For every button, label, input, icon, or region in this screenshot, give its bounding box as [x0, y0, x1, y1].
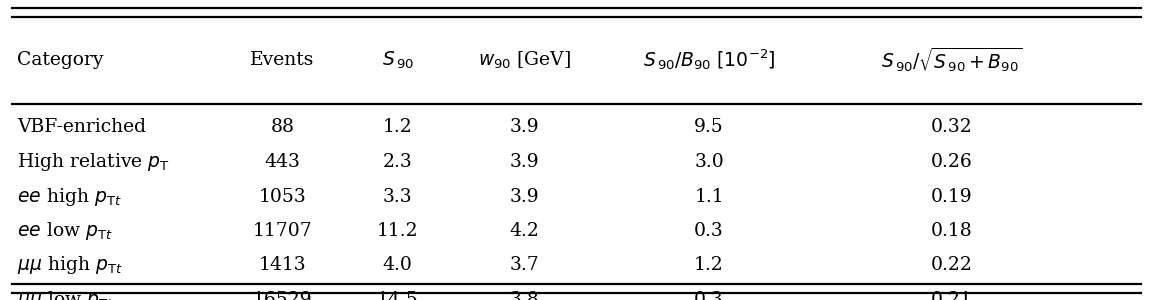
Text: 0.18: 0.18: [930, 222, 972, 240]
Text: 0.26: 0.26: [930, 153, 972, 171]
Text: 4.2: 4.2: [510, 222, 540, 240]
Text: 0.3: 0.3: [694, 291, 724, 300]
Text: Events: Events: [250, 51, 315, 69]
Text: 0.21: 0.21: [930, 291, 972, 300]
Text: $S_{\,90}/B_{90}$ $[10^{-2}]$: $S_{\,90}/B_{90}$ $[10^{-2}]$: [642, 48, 776, 72]
Text: 0.3: 0.3: [694, 222, 724, 240]
Text: 1.1: 1.1: [694, 188, 724, 206]
Text: 1413: 1413: [258, 256, 307, 274]
Text: 3.9: 3.9: [510, 118, 540, 136]
Text: 1.2: 1.2: [694, 256, 724, 274]
Text: 11.2: 11.2: [377, 222, 419, 240]
Text: $S_{\,90}/\sqrt{S_{\,90}+B_{90}}$: $S_{\,90}/\sqrt{S_{\,90}+B_{90}}$: [881, 46, 1022, 74]
Text: 9.5: 9.5: [694, 118, 724, 136]
Text: $ee$ low $p_{\mathrm{T}t}$: $ee$ low $p_{\mathrm{T}t}$: [17, 220, 113, 242]
Text: 443: 443: [264, 153, 301, 171]
Text: 3.0: 3.0: [694, 153, 724, 171]
Text: VBF-enriched: VBF-enriched: [17, 118, 146, 136]
Text: 0.22: 0.22: [930, 256, 972, 274]
Text: 14.5: 14.5: [377, 291, 419, 300]
Text: High relative $p_{\mathrm{T}}$: High relative $p_{\mathrm{T}}$: [17, 151, 171, 173]
Text: 1.2: 1.2: [383, 118, 413, 136]
Text: 3.7: 3.7: [510, 256, 540, 274]
Text: $ee$ high $p_{\mathrm{T}t}$: $ee$ high $p_{\mathrm{T}t}$: [17, 185, 122, 208]
Text: $w_{90}$ [GeV]: $w_{90}$ [GeV]: [478, 49, 571, 70]
Text: 88: 88: [271, 118, 294, 136]
Text: 3.9: 3.9: [510, 188, 540, 206]
Text: 4.0: 4.0: [383, 256, 413, 274]
Text: $\mu\mu$ low $p_{\mathrm{T}t}$: $\mu\mu$ low $p_{\mathrm{T}t}$: [17, 289, 114, 300]
Text: 3.8: 3.8: [510, 291, 540, 300]
Text: 2.3: 2.3: [383, 153, 413, 171]
Text: 0.32: 0.32: [930, 118, 972, 136]
Text: $\mu\mu$ high $p_{\mathrm{T}t}$: $\mu\mu$ high $p_{\mathrm{T}t}$: [17, 254, 123, 277]
Text: 1053: 1053: [258, 188, 307, 206]
Text: 11707: 11707: [253, 222, 312, 240]
Text: 3.9: 3.9: [510, 153, 540, 171]
Text: $S_{\,90}$: $S_{\,90}$: [382, 49, 414, 70]
Text: 3.3: 3.3: [383, 188, 413, 206]
Text: 16529: 16529: [253, 291, 312, 300]
Text: Category: Category: [17, 51, 104, 69]
Text: 0.19: 0.19: [930, 188, 972, 206]
